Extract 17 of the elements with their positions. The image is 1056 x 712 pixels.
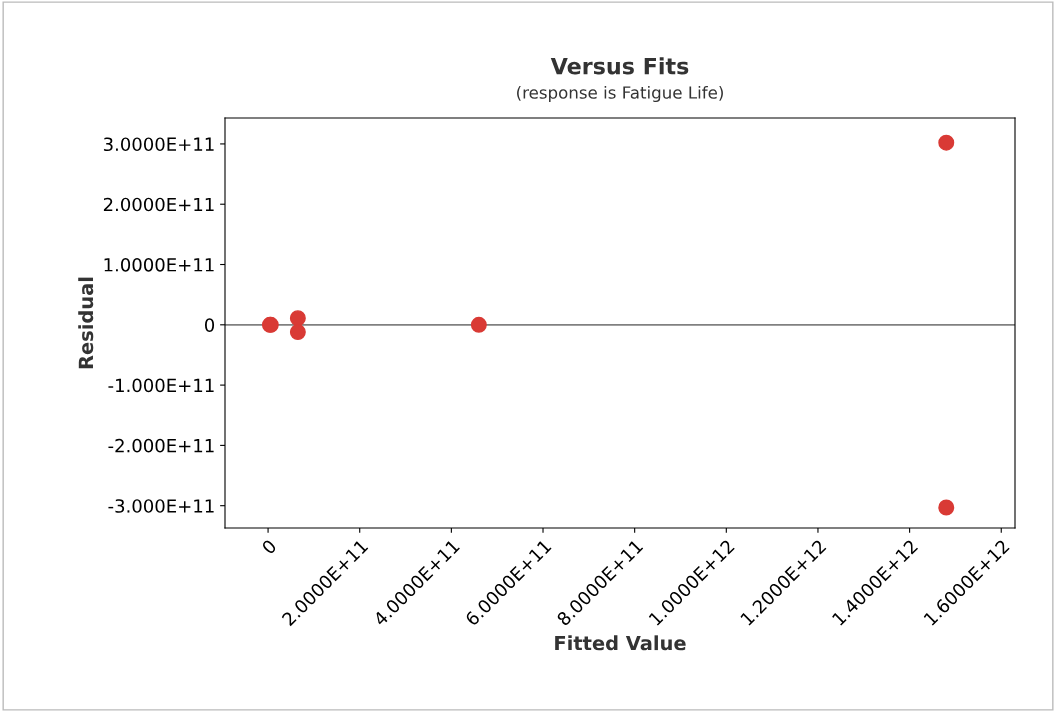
- point: [938, 499, 955, 516]
- chart-subtitle: (response is Fatigue Life): [517, 85, 723, 103]
- y-tick-label: -3.000E+11: [108, 499, 214, 513]
- y-axis-title: Residual: [78, 277, 94, 369]
- point: [289, 324, 306, 341]
- y-tick-label: 2.0000E+11: [103, 197, 214, 212]
- point: [289, 310, 306, 327]
- point: [470, 316, 487, 333]
- chart-title: Versus Fits: [550, 57, 689, 75]
- y-tick-label: -2.000E+11: [108, 438, 214, 453]
- y-tick-label: 3.0000E+11: [103, 137, 214, 152]
- y-tick-label: 0: [204, 318, 215, 332]
- x-axis-title: Fitted Value: [555, 635, 686, 651]
- y-tick-label: -1.000E+11: [108, 378, 214, 393]
- x-tick-label: 0: [261, 538, 278, 555]
- point: [938, 134, 955, 151]
- y-tick-label: 1.0000E+11: [104, 257, 214, 272]
